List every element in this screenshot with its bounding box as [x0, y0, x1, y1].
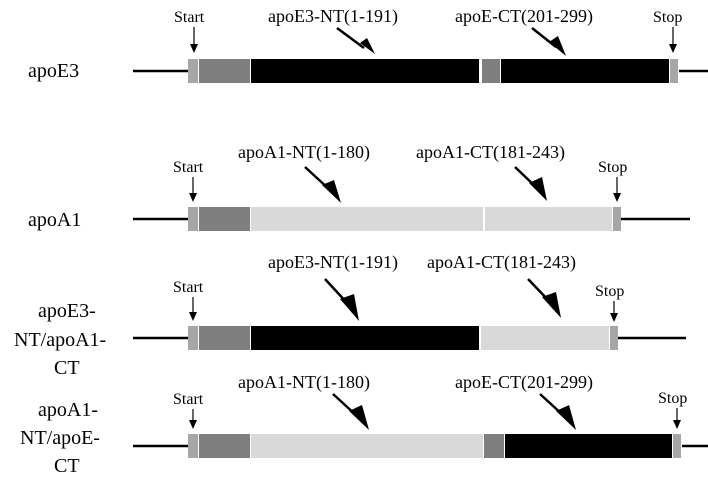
row-label-line-1: apoA1- — [38, 399, 98, 421]
pro-segment — [199, 59, 250, 83]
row-label-line-3: CT — [54, 357, 80, 379]
stop-marker-label: Stop — [658, 390, 687, 407]
apoA1-ct-segment — [485, 207, 612, 231]
annotation-nt-arrowhead — [322, 180, 341, 203]
stop-tail-segment — [670, 59, 678, 83]
start-marker-arrowhead — [189, 420, 197, 429]
start-marker-arrowhead — [190, 44, 198, 53]
hinge-segment — [484, 434, 504, 458]
annotation-nt: apoA1-NT(1-180) — [238, 142, 370, 163]
stop-marker-label: Stop — [598, 159, 627, 176]
start-marker-label: Start — [173, 159, 204, 176]
apoE3-nt-segment — [251, 326, 479, 350]
hinge-segment — [482, 59, 500, 83]
signal-segment — [188, 59, 198, 83]
construct-row-apoE3: apoE3 Start Stop apoE3-NT(1-191) apoE-CT… — [28, 6, 708, 83]
apoA1-nt-segment — [251, 434, 483, 458]
stop-tail-segment — [613, 207, 621, 231]
row-label: apoE3 — [28, 60, 79, 82]
annotation-ct: apoE-CT(201-299) — [455, 372, 593, 393]
apoE-ct-segment — [501, 59, 669, 83]
apoE3-nt-segment — [251, 59, 479, 83]
annotation-ct: apoA1-CT(181-243) — [427, 252, 576, 273]
row-label-line-2: NT/apoE- — [20, 427, 100, 449]
row-label-line-3: CT — [54, 455, 80, 477]
start-marker-label: Start — [174, 9, 205, 26]
annotation-ct-arrowhead — [529, 177, 547, 201]
pro-segment — [199, 434, 250, 458]
stop-marker-arrowhead — [673, 420, 681, 429]
signal-segment — [188, 207, 198, 231]
start-marker-label: Start — [173, 391, 204, 408]
construct-row-apoA1-nt-apoE-ct: apoA1- NT/apoE- CT Start Stop apoA1-NT(1… — [20, 372, 708, 477]
annotation-nt: apoE3-NT(1-191) — [268, 6, 398, 27]
stop-marker-arrowhead — [613, 193, 621, 202]
annotation-nt: apoE3-NT(1-191) — [268, 252, 398, 273]
signal-segment — [188, 326, 198, 350]
annotation-ct-arrowhead — [542, 292, 561, 318]
annotation-ct-arrowhead — [556, 405, 576, 430]
pro-segment — [199, 207, 250, 231]
pro-segment — [199, 326, 250, 350]
annotation-ct: apoE-CT(201-299) — [455, 6, 593, 27]
row-label-line-1: apoE3- — [38, 300, 96, 322]
start-marker-arrowhead — [189, 193, 197, 202]
annotation-nt-arrow-shaft — [336, 26, 365, 50]
annotation-nt-arrowhead — [340, 294, 359, 321]
annotation-nt-arrowhead — [360, 38, 375, 54]
annotation-ct-arrowhead — [549, 36, 566, 56]
stop-marker-arrowhead — [669, 44, 677, 53]
apoE-ct-segment — [505, 434, 672, 458]
row-label-line-2: NT/apoA1- — [14, 329, 106, 351]
stop-tail-segment — [610, 326, 618, 350]
row-label: apoA1 — [28, 209, 81, 231]
stop-marker-label: Stop — [653, 9, 682, 26]
annotation-nt: apoA1-NT(1-180) — [238, 372, 370, 393]
apoA1-nt-segment — [251, 207, 483, 231]
annotation-ct: apoA1-CT(181-243) — [416, 142, 565, 163]
construct-row-apoA1: apoA1 Start Stop apoA1-NT(1-180) apoA1-C… — [28, 142, 690, 231]
annotation-nt-arrowhead — [349, 405, 369, 430]
stop-marker-label: Stop — [595, 283, 624, 300]
start-marker-arrowhead — [189, 312, 197, 321]
signal-segment — [188, 434, 198, 458]
start-marker-label: Start — [173, 279, 204, 296]
stop-marker-arrowhead — [610, 313, 618, 322]
construct-row-apoE3-nt-apoA1-ct: apoE3- NT/apoA1- CT Start Stop apoE3-NT(… — [14, 252, 686, 379]
stop-tail-segment — [673, 434, 681, 458]
apoA1-ct-segment — [481, 326, 609, 350]
